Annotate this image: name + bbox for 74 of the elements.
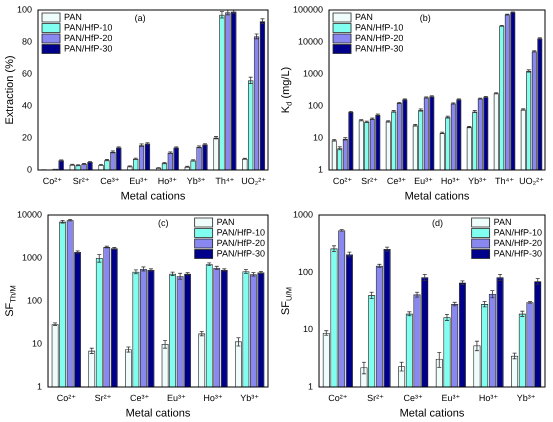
annotation: (d): [432, 218, 444, 228]
x-tick-label: Ho³⁺: [158, 176, 178, 186]
x-tick-label: Th⁴⁺: [494, 176, 514, 186]
y-tick-label: 10: [32, 338, 42, 348]
annotation: (b): [420, 12, 431, 23]
x-tick-label: Ce³⁺: [404, 392, 424, 403]
legend-label: PAN: [216, 216, 234, 227]
x-tick-label: Co²⁺: [56, 392, 76, 403]
x-tick-label: Sr²⁺: [72, 176, 90, 186]
x-tick-label: Yb³⁺: [468, 176, 488, 186]
x-tick-label: Yb³⁺: [186, 176, 206, 186]
x-tick-label: Ce³⁺: [100, 176, 120, 186]
legend-label: PAN/HfP-20: [494, 238, 542, 248]
y-tick-label: 1: [318, 164, 324, 174]
y-tick-label: 100: [16, 4, 32, 14]
x-tick-label: Co²⁺: [328, 392, 348, 403]
x-tick-label: Ho³⁺: [478, 392, 498, 403]
legend-label: PAN: [64, 12, 82, 22]
x-tick-label: Co²⁺: [332, 176, 352, 186]
x-tick-label: UO₂²⁺: [241, 176, 266, 186]
legend-label: PAN: [355, 12, 373, 22]
x-axis-title: Metal cations: [120, 190, 186, 202]
x-tick-label: Ho³⁺: [203, 392, 223, 403]
y-tick-label: 1000: [292, 209, 314, 220]
legend-label: PAN: [494, 216, 512, 227]
y-tick-label: 80: [22, 36, 32, 46]
y-tick-label: 10: [303, 324, 314, 334]
y-tick-label: 1: [308, 381, 314, 392]
x-tick-label: Eu³⁺: [441, 392, 460, 403]
y-tick-label: 20: [22, 132, 32, 142]
legend-label: PAN/HfP-30: [355, 43, 404, 54]
x-tick-label: UO₂²⁺: [519, 176, 544, 186]
y-tick-label: 10000: [16, 209, 42, 220]
legend-label: PAN/HfP-10: [355, 22, 404, 32]
legend-label: PAN/HfP-30: [494, 248, 542, 258]
legend-label: PAN/HfP-10: [216, 227, 266, 238]
x-axis-title: Metal cations: [126, 407, 191, 420]
y-tick-label: 1000: [303, 68, 324, 78]
y-tick-label: 1000: [22, 252, 42, 262]
y-tick-label: 100: [308, 100, 324, 110]
x-tick-label: Sr²⁺: [361, 176, 378, 186]
legend-label: PAN/HfP-10: [64, 22, 112, 32]
x-tick-label: Eu³⁺: [166, 392, 186, 403]
y-tick-label: 10: [313, 132, 324, 142]
x-tick-label: Eu³⁺: [129, 176, 148, 186]
legend-label: PAN/HfP-20: [216, 238, 266, 248]
x-axis-title: Metal cations: [400, 407, 465, 420]
x-tick-label: Sr²⁺: [367, 392, 384, 403]
x-tick-label: Yb³⁺: [240, 392, 260, 403]
x-tick-label: Ce³⁺: [130, 392, 150, 403]
annotation: (a): [134, 12, 146, 23]
legend-label: PAN/HfP-30: [216, 248, 266, 258]
legend-label: PAN/HfP-10: [494, 227, 542, 238]
y-tick-label: 40: [22, 100, 32, 110]
y-tick-label: 0: [27, 164, 32, 174]
y-tick-label: 10000: [298, 36, 324, 46]
y-axis-title: Extraction (%): [4, 55, 16, 125]
annotation: (c): [158, 218, 169, 228]
x-tick-label: Th⁴⁺: [215, 176, 235, 186]
x-tick-label: Co²⁺: [42, 176, 62, 186]
y-tick-label: 100: [26, 295, 42, 306]
x-tick-label: Eu³⁺: [414, 176, 434, 186]
legend-label: PAN/HfP-20: [64, 32, 112, 43]
x-tick-label: Ho³⁺: [440, 176, 460, 186]
legend-label: PAN/HfP-30: [64, 43, 112, 54]
y-tick-label: 60: [22, 68, 32, 78]
legend-label: PAN/HfP-20: [355, 32, 404, 43]
x-tick-label: Yb³⁺: [516, 392, 536, 403]
y-tick-label: 1: [37, 381, 42, 392]
y-tick-label: 100: [298, 266, 314, 277]
x-axis-title: Metal cations: [404, 190, 470, 202]
y-tick-label: 100000: [292, 4, 324, 14]
x-tick-label: Ce³⁺: [386, 176, 406, 186]
x-tick-label: Sr²⁺: [94, 392, 112, 403]
